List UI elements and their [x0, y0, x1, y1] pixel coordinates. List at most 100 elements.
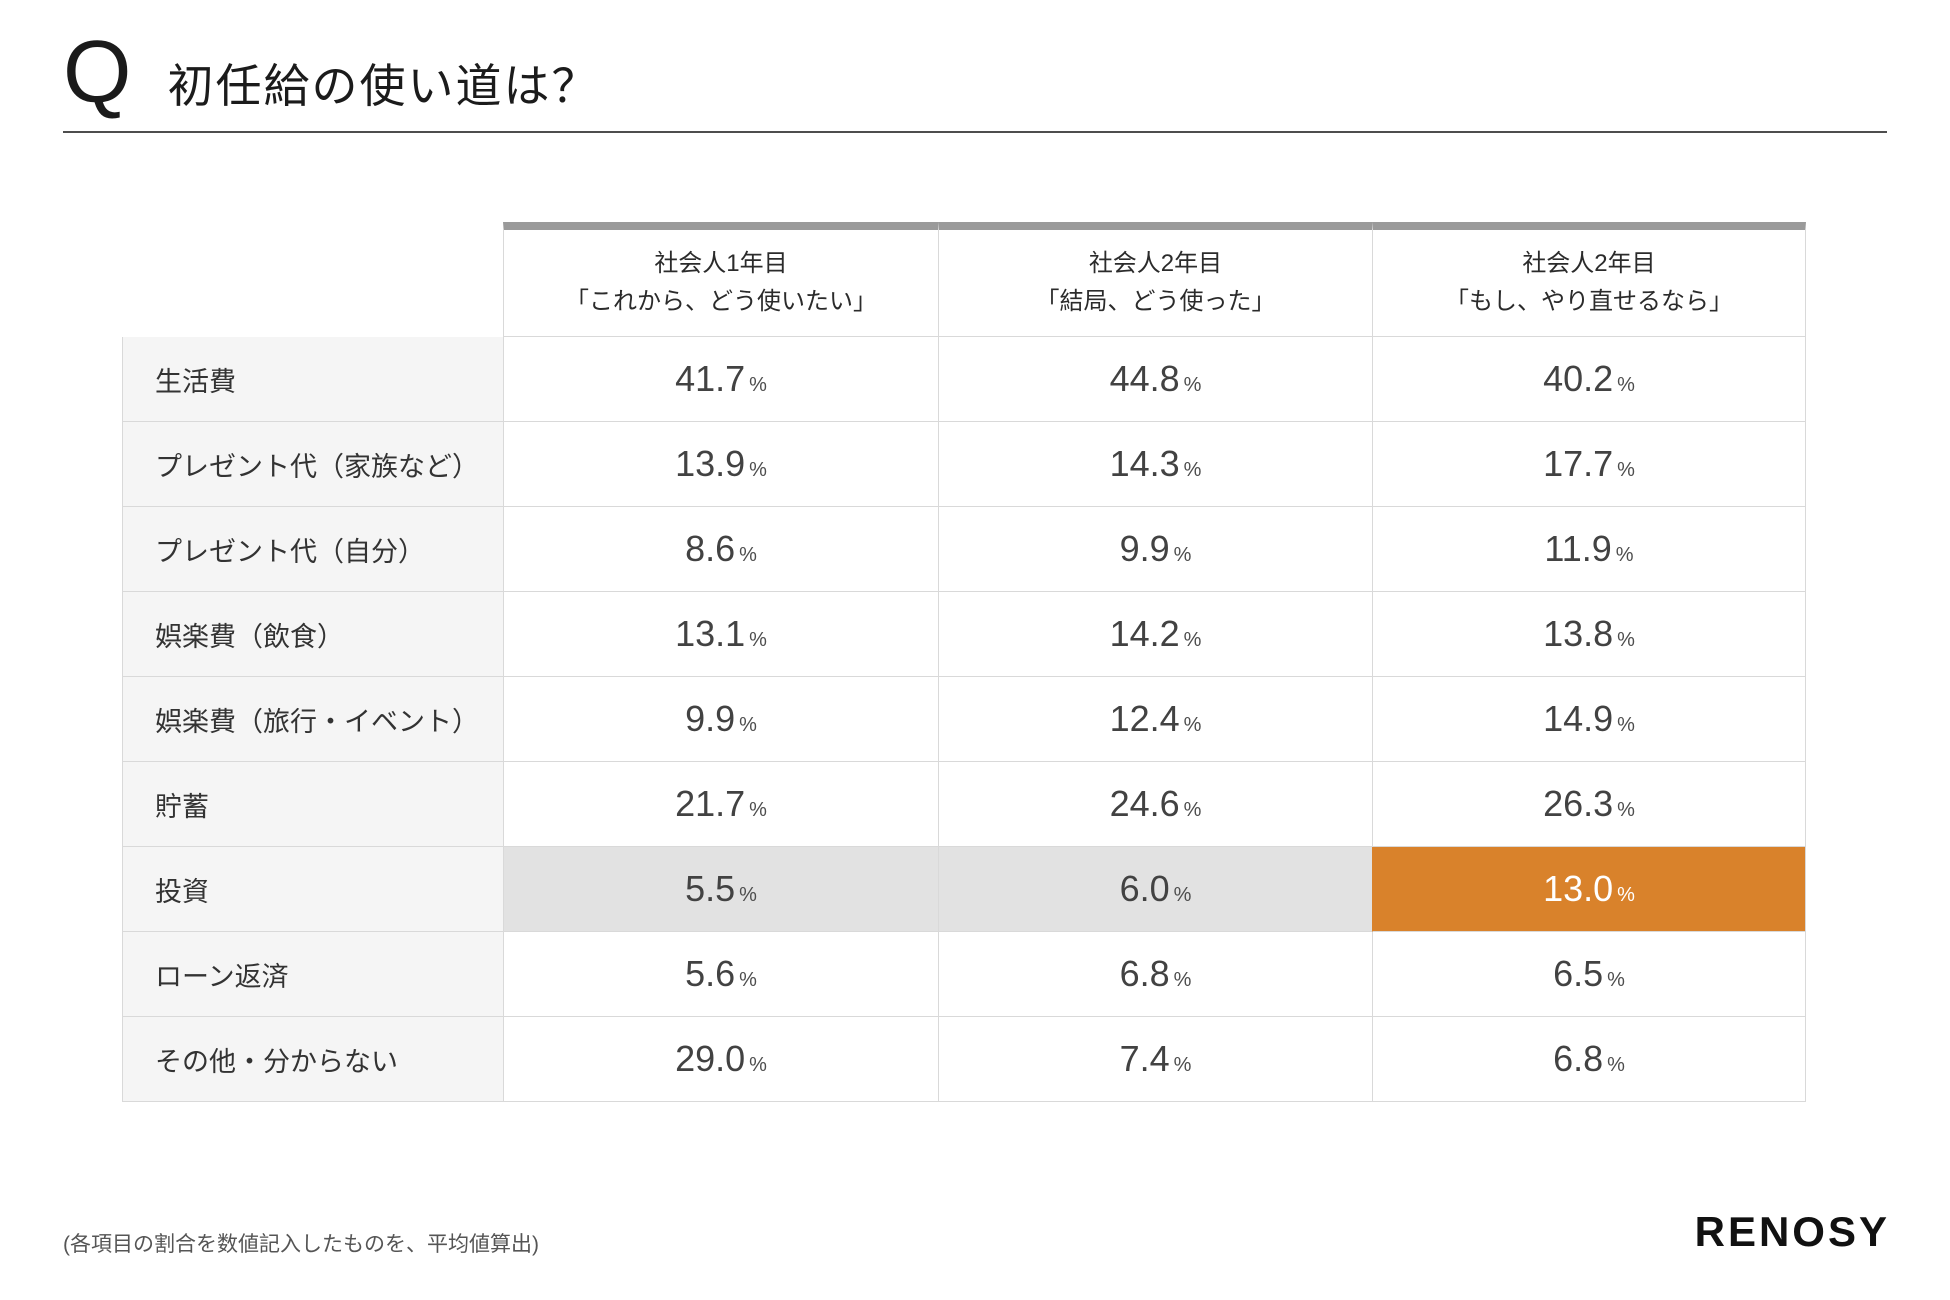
value-cell: 44.8%	[938, 337, 1372, 422]
table-row-loan-repayment: ローン返済 5.6% 6.8% 6.5%	[122, 932, 1806, 1017]
methodology-note: (各項目の割合を数値記入したものを、平均値算出)	[63, 1233, 539, 1256]
value-cell: 9.9%	[938, 507, 1372, 592]
value-number: 13.9	[675, 443, 746, 484]
row-label: プレゼント代（自分）	[122, 507, 503, 592]
column-header-line1: 社会人2年目	[1522, 250, 1656, 277]
value-number: 29.0	[675, 1038, 746, 1079]
value-cell-highlight-gray: 6.0%	[938, 847, 1372, 932]
row-label: プレゼント代（家族など）	[122, 422, 503, 507]
value-number: 13.1	[675, 613, 746, 654]
percent-sign: %	[1173, 884, 1192, 906]
percent-sign: %	[1617, 629, 1635, 651]
table-row-gift-self: プレゼント代（自分） 8.6% 9.9% 11.9%	[122, 507, 1806, 592]
percent-sign: %	[749, 1054, 767, 1076]
percent-sign: %	[739, 714, 757, 736]
row-label: 娯楽費（旅行・イベント）	[122, 677, 503, 762]
value-number: 13.0	[1543, 868, 1614, 909]
value-cell: 41.7%	[503, 337, 938, 422]
value-number: 26.3	[1543, 783, 1614, 824]
page-title: 初任給の使い道は？	[167, 60, 600, 112]
value-cell: 24.6%	[938, 762, 1372, 847]
percent-sign: %	[749, 799, 767, 821]
value-cell: 14.3%	[938, 422, 1372, 507]
column-header-line2: 「結局、どう使った」	[1035, 288, 1276, 315]
value-number: 6.5	[1553, 953, 1604, 994]
value-number: 24.6	[1109, 783, 1180, 824]
percent-sign: %	[1183, 799, 1202, 821]
page-header: Q 初任給の使い道は？	[63, 28, 599, 116]
column-header-year1-plan: 社会人1年目 「これから、どう使いたい」	[503, 222, 938, 337]
table-row-savings: 貯蓄 21.7% 24.6% 26.3%	[122, 762, 1806, 847]
percent-sign: %	[1617, 714, 1635, 736]
percent-sign: %	[1617, 884, 1635, 906]
question-mark-label: Q	[63, 22, 132, 121]
value-number: 5.6	[685, 953, 736, 994]
row-label: 生活費	[122, 337, 503, 422]
value-number: 40.2	[1543, 358, 1614, 399]
percent-sign: %	[739, 969, 757, 991]
value-cell-highlight-gray: 5.5%	[503, 847, 938, 932]
value-cell: 12.4%	[938, 677, 1372, 762]
value-cell: 6.5%	[1372, 932, 1806, 1017]
value-cell: 13.1%	[503, 592, 938, 677]
table-header-row: 社会人1年目 「これから、どう使いたい」 社会人2年目 「結局、どう使った」 社…	[122, 222, 1806, 337]
value-number: 44.8	[1109, 358, 1180, 399]
value-number: 8.6	[685, 528, 736, 569]
table-row-living-expenses: 生活費 41.7% 44.8% 40.2%	[122, 337, 1806, 422]
percent-sign: %	[1183, 459, 1202, 481]
percent-sign: %	[1617, 374, 1635, 396]
renosy-logo: RENOSY	[1694, 1208, 1890, 1255]
percent-sign: %	[1183, 374, 1202, 396]
value-cell: 13.8%	[1372, 592, 1806, 677]
value-cell: 6.8%	[938, 932, 1372, 1017]
value-number: 6.8	[1553, 1038, 1604, 1079]
value-cell: 6.8%	[1372, 1017, 1806, 1102]
percent-sign: %	[749, 629, 767, 651]
value-cell: 26.3%	[1372, 762, 1806, 847]
percent-sign: %	[739, 544, 757, 566]
value-cell: 29.0%	[503, 1017, 938, 1102]
value-number: 14.9	[1543, 698, 1614, 739]
value-number: 6.8	[1119, 953, 1170, 994]
column-header-year2-redo: 社会人2年目 「もし、やり直せるなら」	[1372, 222, 1806, 337]
value-number: 21.7	[675, 783, 746, 824]
column-header-line1: 社会人1年目	[654, 250, 788, 277]
value-number: 5.5	[685, 868, 736, 909]
value-cell: 7.4%	[938, 1017, 1372, 1102]
table-corner-empty	[122, 222, 503, 337]
percent-sign: %	[1617, 799, 1635, 821]
value-cell: 21.7%	[503, 762, 938, 847]
title-divider	[63, 131, 1887, 133]
value-number: 13.8	[1543, 613, 1614, 654]
value-number: 12.4	[1109, 698, 1180, 739]
value-cell: 17.7%	[1372, 422, 1806, 507]
value-number: 7.4	[1119, 1038, 1170, 1079]
row-label: 投資	[122, 847, 503, 932]
table-row-gift-family: プレゼント代（家族など） 13.9% 14.3% 17.7%	[122, 422, 1806, 507]
percent-sign: %	[1607, 969, 1625, 991]
percent-sign: %	[749, 459, 767, 481]
row-label: 娯楽費（飲食）	[122, 592, 503, 677]
row-label: ローン返済	[122, 932, 503, 1017]
value-cell: 14.9%	[1372, 677, 1806, 762]
percent-sign: %	[1617, 459, 1635, 481]
table-row-entertainment-food: 娯楽費（飲食） 13.1% 14.2% 13.8%	[122, 592, 1806, 677]
value-cell: 40.2%	[1372, 337, 1806, 422]
value-cell: 8.6%	[503, 507, 938, 592]
value-cell: 13.9%	[503, 422, 938, 507]
table-row-other-unknown: その他・分からない 29.0% 7.4% 6.8%	[122, 1017, 1806, 1102]
row-label: 貯蓄	[122, 762, 503, 847]
percent-sign: %	[1173, 1054, 1192, 1076]
percent-sign: %	[1607, 1054, 1625, 1076]
value-cell: 9.9%	[503, 677, 938, 762]
value-number: 41.7	[675, 358, 746, 399]
value-number: 14.2	[1109, 613, 1180, 654]
percent-sign: %	[739, 884, 757, 906]
percent-sign: %	[1183, 714, 1202, 736]
column-header-year2-actual: 社会人2年目 「結局、どう使った」	[938, 222, 1372, 337]
value-cell: 14.2%	[938, 592, 1372, 677]
column-header-line2: 「もし、やり直せるなら」	[1445, 288, 1733, 315]
value-cell: 11.9%	[1372, 507, 1806, 592]
table-row-entertainment-travel: 娯楽費（旅行・イベント） 9.9% 12.4% 14.9%	[122, 677, 1806, 762]
row-label: その他・分からない	[122, 1017, 503, 1102]
